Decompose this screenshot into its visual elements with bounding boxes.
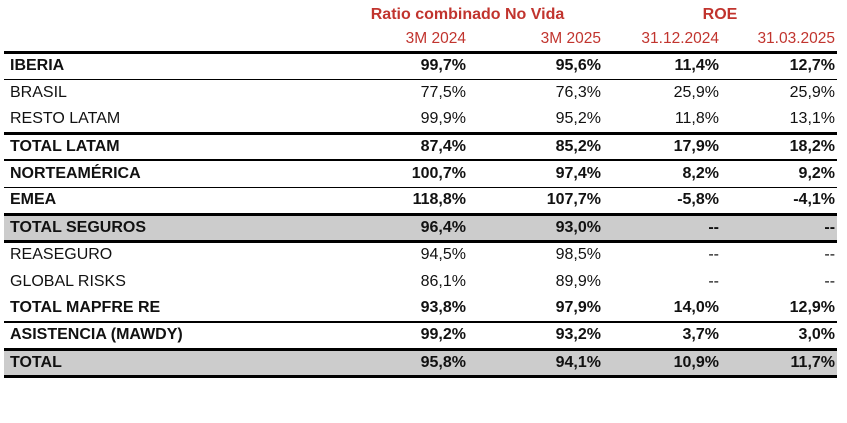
cell-value: 86,1% [420, 272, 466, 290]
cell-value: -- [824, 246, 836, 264]
row-label: NORTEAMÉRICA [4, 160, 332, 188]
cell-value: -- [824, 272, 836, 290]
row-label: IBERIA [4, 52, 332, 80]
cell-value: 25,9% [673, 83, 719, 101]
cell-value: 85,2% [468, 133, 603, 161]
header-group-row: Ratio combinado No Vida ROE [4, 2, 837, 27]
table-row-emea: EMEA 118,8% 107,7% -5,8% -4,1% [4, 187, 838, 216]
table-row-global-risks: GLOBAL RISKS 86,1% 89,9% -- -- [4, 268, 837, 295]
combined-ratio-roe-table: Ratio combinado No Vida ROE 3M 2024 3M 2… [4, 2, 838, 378]
table-row-total: TOTAL 95,8% 94,1% 10,9% 11,7% [4, 349, 838, 378]
column-header-3m-2024: 3M 2024 [332, 27, 468, 54]
table-row-total-seguros: TOTAL SEGUROS 96,4% 93,0% -- -- [4, 214, 838, 243]
cell-value: 95,6% [468, 52, 603, 80]
cell-value: 3,0% [721, 322, 838, 351]
table-row-norteamerica: NORTEAMÉRICA 100,7% 97,4% 8,2% 9,2% [4, 160, 838, 188]
cell-value: 14,0% [603, 295, 721, 323]
cell-value: -4,1% [721, 187, 838, 216]
row-label: EMEA [4, 187, 332, 216]
row-label: RESTO LATAM [4, 106, 332, 135]
table-row-total-mapfre-re: TOTAL MAPFRE RE 93,8% 97,9% 14,0% 12,9% [4, 295, 838, 323]
cell-value: -- [708, 246, 719, 264]
row-label: TOTAL MAPFRE RE [4, 295, 332, 323]
row-label: GLOBAL RISKS [10, 272, 126, 290]
table-row-resto-latam: RESTO LATAM 99,9% 95,2% 11,8% 13,1% [4, 106, 838, 135]
cell-value: -- [603, 214, 721, 243]
row-label: REASEGURO [10, 246, 113, 264]
cell-value: 11,4% [603, 52, 721, 80]
table-row-total-latam: TOTAL LATAM 87,4% 85,2% 17,9% 18,2% [4, 133, 838, 161]
column-header-31-12-2024: 31.12.2024 [603, 27, 721, 54]
row-label: TOTAL LATAM [4, 133, 332, 161]
cell-value: 77,5% [420, 83, 466, 101]
row-label: TOTAL [4, 349, 332, 378]
header-group-ratio-combinado: Ratio combinado No Vida [370, 5, 565, 23]
cell-value: 93,2% [468, 322, 603, 351]
table-row-iberia: IBERIA 99,7% 95,6% 11,4% 12,7% [4, 52, 838, 80]
cell-value: 3,7% [603, 322, 721, 351]
table-row-reaseguro: REASEGURO 94,5% 98,5% -- -- [4, 241, 837, 268]
cell-value: 94,1% [468, 349, 603, 378]
cell-value: 12,9% [721, 295, 838, 323]
row-label: TOTAL SEGUROS [4, 214, 332, 243]
table-row-asistencia-mawdy: ASISTENCIA (MAWDY) 99,2% 93,2% 3,7% 3,0% [4, 322, 838, 351]
row-label: BRASIL [10, 83, 67, 101]
row-label: ASISTENCIA (MAWDY) [4, 322, 332, 351]
cell-value: 99,9% [332, 106, 468, 135]
cell-value: 8,2% [603, 160, 721, 188]
header-spacer [4, 27, 332, 54]
cell-value: 107,7% [468, 187, 603, 216]
cell-value: 18,2% [721, 133, 838, 161]
cell-value: 96,4% [332, 214, 468, 243]
cell-value: -- [708, 272, 719, 290]
cell-value: -- [721, 214, 838, 243]
cell-value: 9,2% [721, 160, 838, 188]
cell-value: 25,9% [789, 83, 836, 101]
cell-value: 17,9% [603, 133, 721, 161]
column-header-3m-2025: 3M 2025 [468, 27, 603, 54]
cell-value: 95,2% [468, 106, 603, 135]
cell-value: 99,7% [332, 52, 468, 80]
header-spacer [4, 2, 332, 27]
cell-value: 95,8% [332, 349, 468, 378]
cell-value: 118,8% [332, 187, 468, 216]
header-group-roe: ROE [702, 5, 738, 23]
cell-value: 94,5% [420, 246, 466, 264]
cell-value: 99,2% [332, 322, 468, 351]
header-period-row: 3M 2024 3M 2025 31.12.2024 31.03.2025 [4, 27, 838, 54]
cell-value: 93,0% [468, 214, 603, 243]
cell-value: 11,7% [721, 349, 838, 378]
cell-value: 11,8% [603, 106, 721, 135]
cell-value: 97,4% [468, 160, 603, 188]
table-row-brasil: BRASIL 77,5% 76,3% 25,9% 25,9% [4, 79, 837, 106]
cell-value: 76,3% [555, 83, 601, 101]
cell-value: 97,9% [468, 295, 603, 323]
cell-value: 87,4% [332, 133, 468, 161]
column-header-31-03-2025: 31.03.2025 [721, 27, 838, 54]
cell-value: 93,8% [332, 295, 468, 323]
cell-value: 12,7% [721, 52, 838, 80]
cell-value: 10,9% [603, 349, 721, 378]
cell-value: 98,5% [555, 246, 601, 264]
cell-value: 89,9% [555, 272, 601, 290]
cell-value: -5,8% [603, 187, 721, 216]
cell-value: 100,7% [332, 160, 468, 188]
cell-value: 13,1% [721, 106, 838, 135]
